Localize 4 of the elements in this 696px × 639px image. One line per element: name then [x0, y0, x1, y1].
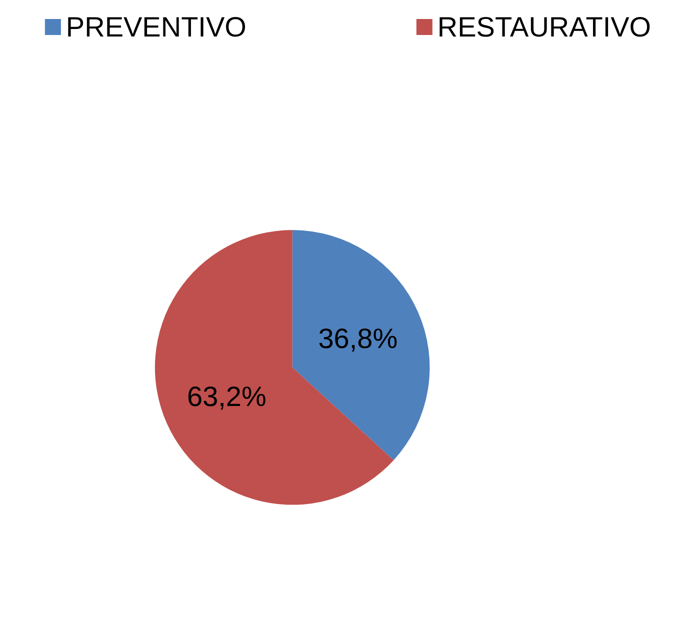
- data-label: 63,2%: [187, 380, 266, 412]
- data-label: 36,8%: [318, 323, 398, 354]
- legend-label: PREVENTIVO: [66, 12, 246, 42]
- legend-label: RESTAURATIVO: [437, 12, 652, 42]
